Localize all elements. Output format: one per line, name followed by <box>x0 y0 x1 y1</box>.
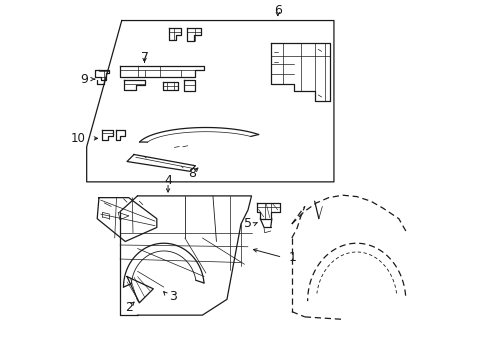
Text: 5: 5 <box>243 217 251 230</box>
Text: 10: 10 <box>71 132 86 145</box>
Text: 3: 3 <box>169 291 177 303</box>
Text: 8: 8 <box>187 167 196 180</box>
Text: 2: 2 <box>124 301 132 314</box>
Text: 1: 1 <box>288 251 296 264</box>
Text: 7: 7 <box>140 50 148 63</box>
Text: 9: 9 <box>81 73 88 86</box>
Text: 4: 4 <box>164 174 172 186</box>
Text: 6: 6 <box>273 4 281 17</box>
